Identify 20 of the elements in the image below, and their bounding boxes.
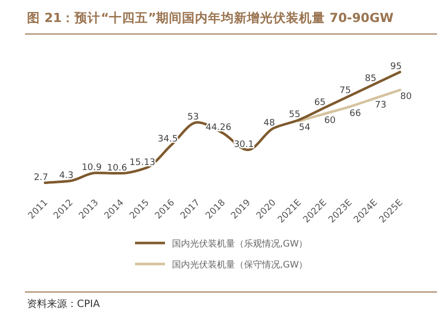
data-label: 4.3	[59, 170, 74, 181]
legend-label: 国内光伏装机量（乐观情况,GW）	[172, 238, 308, 250]
data-label: 73	[374, 100, 386, 110]
data-label: 54	[298, 123, 311, 134]
data-label: 53	[187, 112, 199, 122]
data-label: 10.9	[82, 162, 102, 173]
chart-title: 图 21：预计“十四五”期间国内年均新增光伏装机量 70-90GW	[27, 10, 394, 25]
text: 资料来源：CPIA	[27, 298, 100, 310]
data-label: 85	[364, 74, 376, 84]
data-label: 2.7	[34, 172, 48, 183]
data-label: 65	[314, 98, 326, 108]
data-label: 75	[340, 86, 352, 96]
legend-label: 国内光伏装机量（保守情况,GW）	[172, 260, 308, 270]
data-label: 48	[263, 118, 276, 128]
data-label: 10.6	[107, 163, 128, 174]
data-label: 66	[350, 108, 362, 119]
data-label: 95	[390, 62, 402, 72]
data-label: 60	[324, 116, 336, 126]
data-label: 55	[288, 110, 300, 120]
data-label: 80	[400, 92, 412, 102]
